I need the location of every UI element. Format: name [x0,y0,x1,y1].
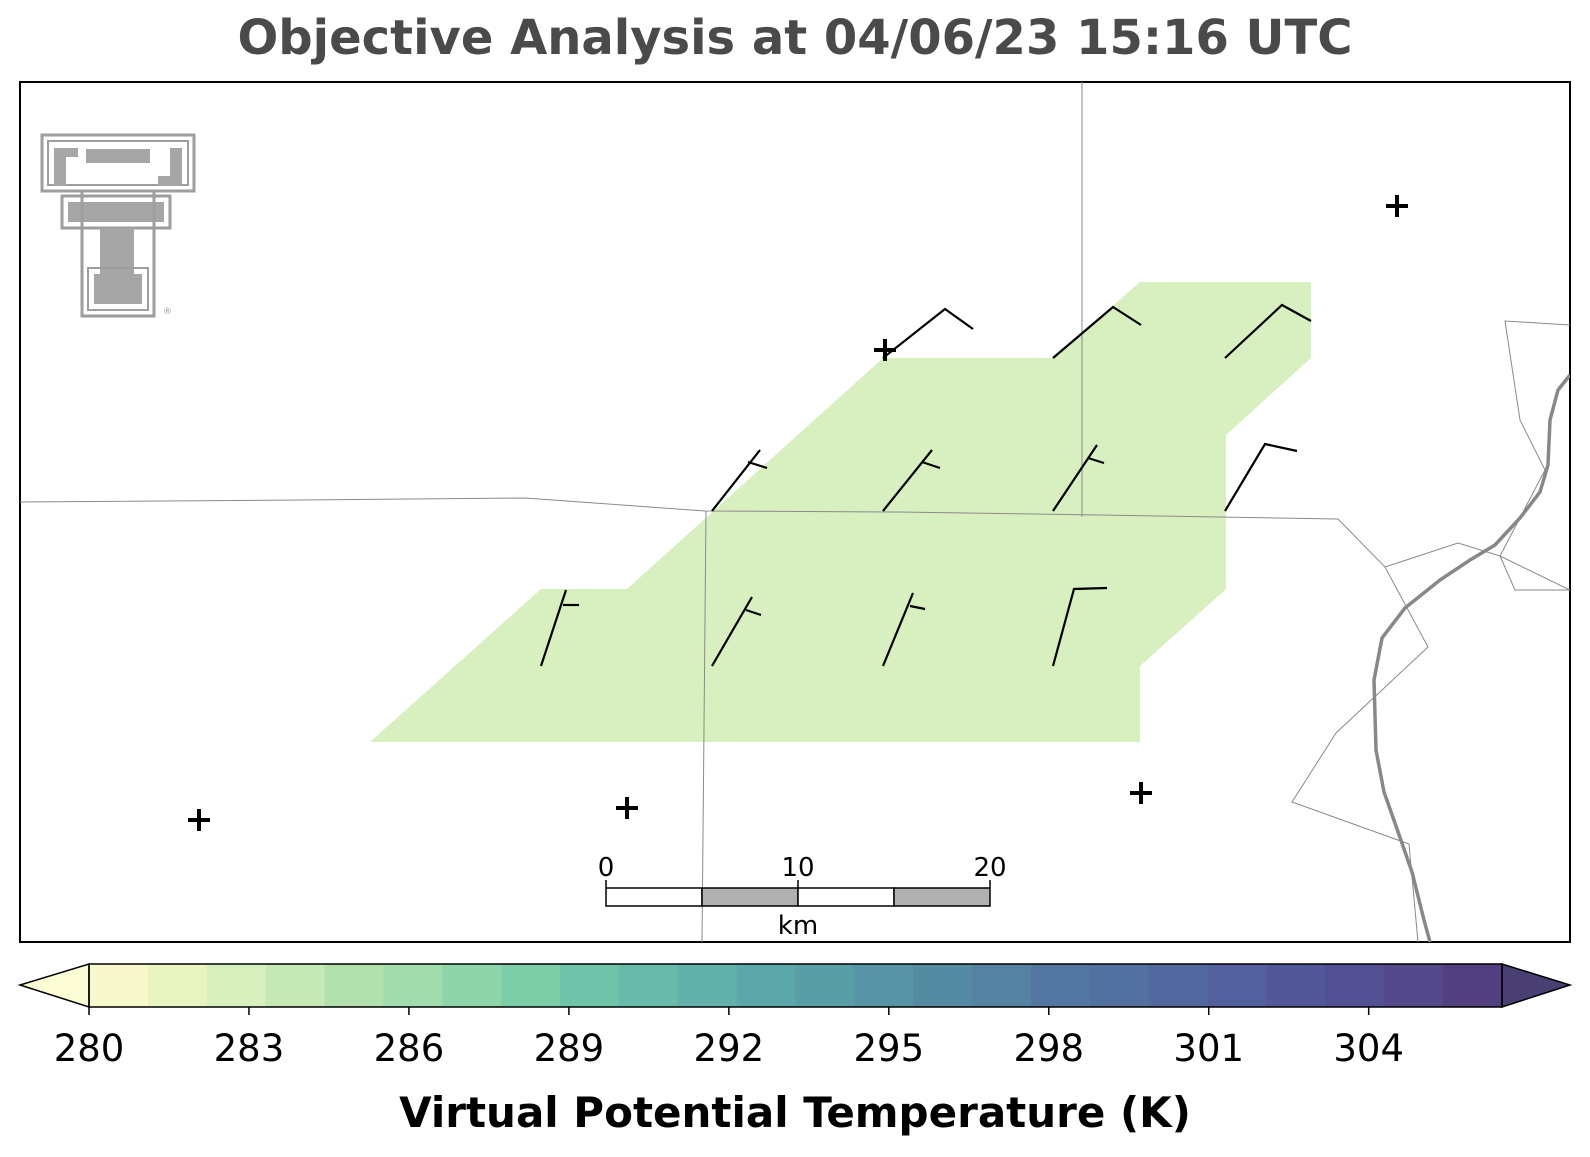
colorbar-segment [560,964,620,1007]
colorbar-segment [1443,964,1503,1007]
colorbar-tick-label: 286 [374,1027,445,1070]
colorbar-segment [972,964,1032,1007]
wind-barb [1224,442,1298,512]
wind-barb [711,596,762,667]
station-marker [616,797,638,819]
colorbar-tick-label: 298 [1013,1027,1084,1070]
colorbar-segment [1266,964,1326,1007]
colorbar-extend-high [1501,962,1573,1009]
scale-unit: km [778,911,818,941]
colorbar-segment [1384,964,1444,1007]
scale-bar: 0 10 20 km [598,853,1007,941]
colorbar-segment [913,964,973,1007]
station-marker [1130,782,1152,804]
wind-barb [711,449,768,512]
station-markers [188,195,1408,831]
colorbar-segment [89,964,149,1007]
colorbar-tick-label: 283 [214,1027,285,1070]
wind-barb [1052,444,1105,512]
colorbar-segment [147,964,208,1007]
colorbar-segment [442,964,502,1007]
wind-barb [539,589,579,667]
county-line-horizontal [20,497,1429,942]
scale-label-10: 10 [781,853,814,883]
colorbar-segment [324,964,384,1007]
colorbar-tick-label: 280 [54,1027,125,1070]
station-marker [1386,195,1408,217]
colorbar-segment [1089,964,1150,1007]
colorbar-segment [265,964,326,1007]
wind-barb [1051,586,1108,667]
colorbar-tick-label: 301 [1173,1027,1244,1070]
county-line-east-a [1384,542,1570,591]
colorbar-ticks: 280 283 286 289 292 295 298 301 304 [54,1007,1404,1070]
colorbar-segment [1325,964,1385,1007]
station-marker [188,809,210,831]
wind-barb [882,449,941,512]
colorbar-segment [1207,964,1268,1007]
boundary-lines [20,82,1570,942]
colorbar-label: Virtual Potential Temperature (K) [399,1088,1191,1137]
county-line-east-c [1499,320,1570,557]
colorbar-segment [854,964,914,1007]
colorbar-segment [677,964,738,1007]
wind-barb [881,592,926,667]
colorbar-tick-label: 289 [534,1027,605,1070]
colorbar-segment [383,964,443,1007]
colorbar-segment [501,964,561,1007]
river-line [1372,373,1570,942]
colorbar-extend-low [17,962,90,1009]
scale-label-0: 0 [598,853,615,883]
wind-barb [1052,305,1142,359]
colorbar-segment [736,964,797,1007]
colorbar-segments [89,964,1503,1007]
map-title: Objective Analysis at 04/06/23 15:16 UTC [237,10,1353,66]
colorbar-tick-label: 304 [1333,1027,1404,1070]
svg-text:®: ® [163,307,172,317]
county-line-vertical-west [701,510,707,942]
colorbar-segment [1031,964,1091,1007]
colorbar-segment [1148,964,1209,1007]
colorbar-segment [795,964,855,1007]
county-line-east-b [1499,555,1570,591]
colorbar-tick-label: 292 [694,1027,765,1070]
colorbar-frame [88,963,1503,1008]
colorbar-segment [618,964,679,1007]
colorbar-tick-label: 295 [853,1027,924,1070]
colorbar-segment [206,964,267,1007]
texas-tech-logo: ® [40,133,196,318]
scale-label-20: 20 [973,853,1006,883]
wind-barbs [539,303,1312,667]
wind-barb [882,307,974,359]
wind-barb [1224,303,1312,359]
